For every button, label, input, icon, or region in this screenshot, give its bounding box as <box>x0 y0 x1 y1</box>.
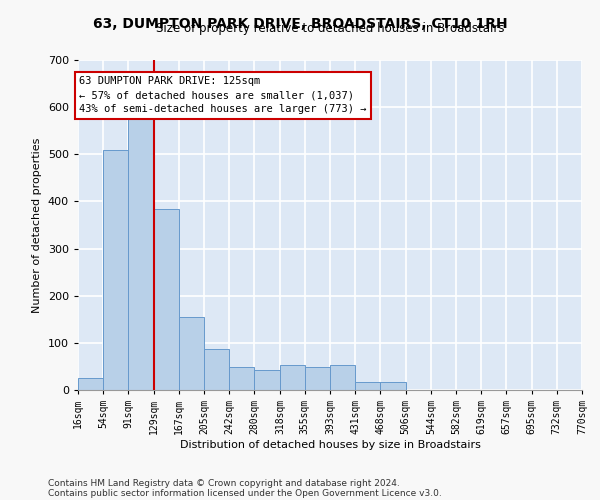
Bar <box>280 365 305 390</box>
Text: Contains HM Land Registry data © Crown copyright and database right 2024.: Contains HM Land Registry data © Crown c… <box>48 478 400 488</box>
Text: 63 DUMPTON PARK DRIVE: 125sqm
← 57% of detached houses are smaller (1,037)
43% o: 63 DUMPTON PARK DRIVE: 125sqm ← 57% of d… <box>79 76 367 114</box>
Bar <box>305 368 330 390</box>
Bar <box>179 317 205 390</box>
Bar <box>229 368 254 390</box>
Bar <box>205 348 229 390</box>
Bar <box>380 382 406 390</box>
Bar <box>154 208 179 390</box>
Bar <box>254 370 280 390</box>
Bar <box>355 382 380 390</box>
Bar <box>330 366 355 390</box>
Title: Size of property relative to detached houses in Broadstairs: Size of property relative to detached ho… <box>156 22 504 35</box>
Bar <box>103 150 128 390</box>
Y-axis label: Number of detached properties: Number of detached properties <box>32 138 42 312</box>
Text: 63, DUMPTON PARK DRIVE, BROADSTAIRS, CT10 1RH: 63, DUMPTON PARK DRIVE, BROADSTAIRS, CT1… <box>92 18 508 32</box>
Text: Contains public sector information licensed under the Open Government Licence v3: Contains public sector information licen… <box>48 488 442 498</box>
Bar <box>128 119 154 390</box>
X-axis label: Distribution of detached houses by size in Broadstairs: Distribution of detached houses by size … <box>179 440 481 450</box>
Bar <box>78 378 103 390</box>
